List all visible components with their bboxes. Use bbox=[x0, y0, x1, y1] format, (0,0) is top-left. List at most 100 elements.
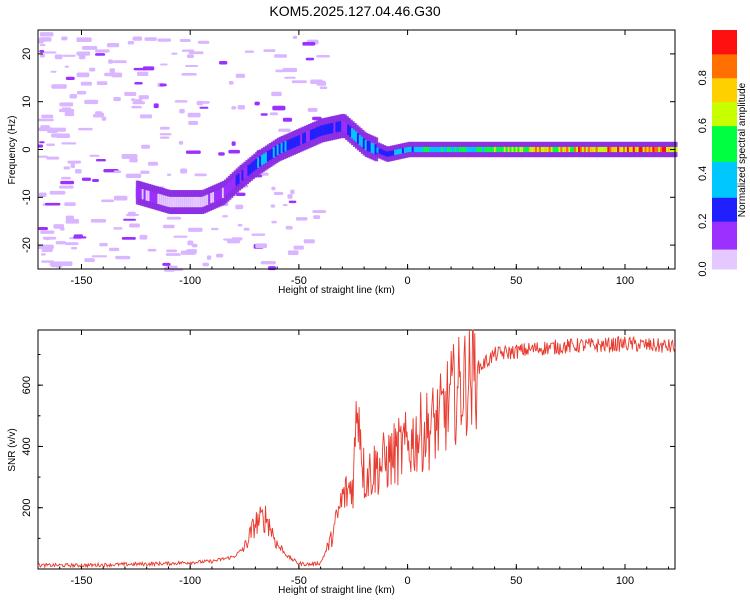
ridge-cell bbox=[366, 140, 371, 152]
noise-cell bbox=[61, 176, 71, 180]
ridge-cell bbox=[658, 146, 662, 153]
noise-cell bbox=[162, 224, 175, 229]
ridge-cell bbox=[452, 146, 457, 153]
snr-1-xtick-label: 0 bbox=[405, 575, 411, 587]
noise-cell bbox=[166, 216, 182, 220]
colorbar-cell bbox=[712, 199, 737, 202]
ridge-cell bbox=[550, 146, 555, 153]
ridge-cell bbox=[609, 146, 613, 153]
ridge-cell bbox=[380, 149, 385, 155]
heat-0-xtick-label: 50 bbox=[510, 275, 522, 287]
ridge-cell bbox=[519, 146, 523, 153]
noise-cell bbox=[136, 71, 149, 77]
noise-cell bbox=[179, 108, 185, 114]
colorbar-cell bbox=[712, 211, 737, 214]
ridge-cell bbox=[401, 148, 406, 154]
noise-cell bbox=[42, 236, 57, 240]
ridge-cell bbox=[472, 146, 476, 153]
ridge-cell bbox=[552, 146, 557, 153]
ridge-cell bbox=[664, 146, 668, 153]
ridge-cell bbox=[419, 146, 424, 153]
ridge-cell bbox=[456, 146, 461, 153]
ridge-cell bbox=[249, 163, 253, 175]
ridge-cell bbox=[417, 146, 422, 153]
colorbar-cell bbox=[712, 255, 737, 258]
snr-1-xtick-label: -150 bbox=[70, 575, 92, 587]
noise-cell bbox=[92, 179, 99, 183]
noise-cell bbox=[38, 227, 48, 231]
ridge-cell bbox=[300, 134, 304, 145]
heat-ytick-label: -20 bbox=[21, 237, 33, 253]
ridge-cell bbox=[446, 146, 451, 153]
ridge-cell bbox=[425, 146, 430, 153]
ridge-cell bbox=[157, 193, 161, 204]
ridge-cell bbox=[623, 146, 627, 153]
ridge-cell bbox=[517, 146, 521, 153]
noise-cell bbox=[39, 53, 45, 58]
colorbar-cell bbox=[712, 69, 737, 73]
ridge-cell bbox=[493, 146, 498, 153]
colorbar-cell bbox=[712, 203, 737, 206]
noise-cell bbox=[123, 218, 136, 221]
ridge-cell bbox=[282, 141, 287, 153]
noise-cell bbox=[269, 112, 279, 116]
ridge-cell bbox=[570, 146, 574, 153]
ridge-cell bbox=[221, 187, 226, 199]
ridge-cell bbox=[646, 146, 651, 153]
colorbar-tick-label: 0.6 bbox=[697, 118, 709, 133]
noise-cell bbox=[115, 255, 131, 260]
ridge-cell bbox=[638, 146, 643, 153]
ridge-cell bbox=[374, 144, 379, 155]
colorbar-cell bbox=[712, 215, 737, 218]
noise-cell bbox=[153, 103, 159, 109]
colorbar-cell bbox=[712, 131, 737, 135]
ridge-cell bbox=[229, 180, 234, 192]
colorbar-cell bbox=[712, 63, 737, 67]
noise-cell bbox=[121, 154, 138, 159]
ridge-cell bbox=[294, 136, 298, 148]
noise-cell bbox=[231, 106, 237, 110]
colorbar-cell bbox=[712, 237, 737, 240]
ridge-cell bbox=[378, 148, 383, 154]
colorbar-cell bbox=[712, 185, 737, 188]
ridge-cell bbox=[290, 138, 295, 149]
ridge-cell bbox=[491, 146, 496, 153]
noise-cell bbox=[271, 91, 282, 97]
ridge-cell bbox=[329, 123, 334, 134]
colorbar-cell bbox=[712, 83, 737, 87]
ridge-cell bbox=[135, 187, 140, 198]
ridge-cell bbox=[137, 187, 142, 199]
ridge-cell bbox=[239, 171, 244, 183]
noise-cell bbox=[38, 192, 47, 198]
ridge-cell bbox=[403, 147, 408, 153]
noise-cell bbox=[305, 57, 315, 61]
colorbar-cell bbox=[712, 55, 737, 59]
ridge-cell bbox=[495, 146, 500, 153]
noise-cell bbox=[43, 51, 57, 54]
ridge-cell bbox=[200, 196, 205, 208]
ridge-cell bbox=[632, 146, 637, 153]
ridge-cell bbox=[443, 146, 447, 153]
noise-cell bbox=[46, 247, 53, 252]
noise-cell bbox=[307, 107, 318, 112]
ridge-cell bbox=[327, 123, 332, 135]
noise-cell bbox=[50, 127, 66, 132]
ridge-cell bbox=[499, 146, 504, 153]
colorbar-cell bbox=[712, 45, 737, 49]
colorbar-cell bbox=[712, 257, 737, 260]
ridge-cell bbox=[278, 143, 283, 154]
ridge-cell bbox=[311, 129, 316, 140]
noise-cell bbox=[211, 227, 219, 231]
ridge-cell bbox=[354, 131, 359, 142]
noise-cell bbox=[80, 81, 92, 86]
ridge-cell bbox=[560, 146, 565, 153]
noise-cell bbox=[180, 168, 188, 174]
ridge-cell bbox=[501, 146, 506, 153]
noise-cell bbox=[285, 225, 293, 230]
colorbar-cell bbox=[712, 75, 737, 79]
ridge-cell bbox=[235, 175, 240, 186]
snr-1-frame bbox=[37, 329, 676, 570]
noise-cell bbox=[129, 158, 138, 163]
ridge-cell bbox=[435, 146, 439, 153]
heat-ytick-label: 0 bbox=[21, 146, 33, 152]
